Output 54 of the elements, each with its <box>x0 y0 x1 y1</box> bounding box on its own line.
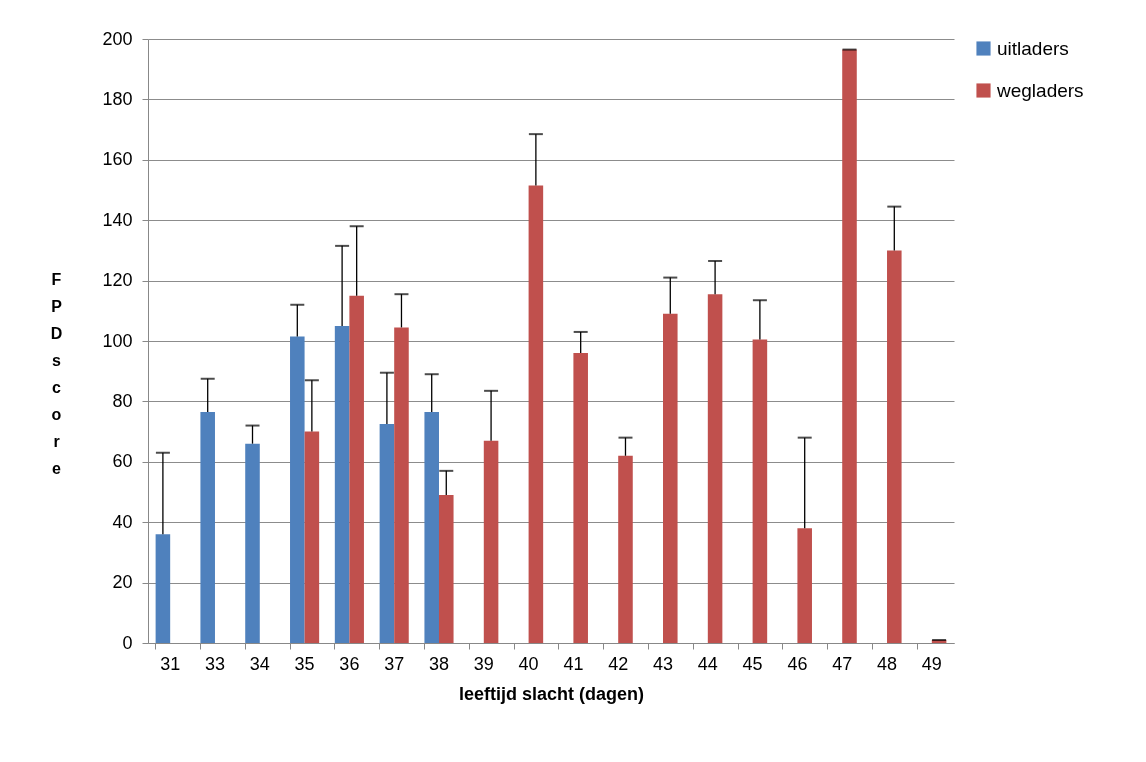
x-tick-label: 31 <box>160 653 181 674</box>
bar <box>304 431 320 643</box>
y-axis-title: FPD score <box>50 270 63 477</box>
bar <box>618 455 633 643</box>
x-tick-label: 34 <box>249 653 270 674</box>
y-tick-label: 120 <box>102 270 133 291</box>
bar <box>663 313 678 643</box>
bar <box>200 411 215 643</box>
y-tick-label: 20 <box>112 572 133 593</box>
legend-label: wegladers <box>996 79 1084 101</box>
bar <box>334 325 350 643</box>
x-tick-label: 36 <box>339 653 360 674</box>
x-tick-label: 45 <box>742 653 763 674</box>
bar <box>438 495 454 643</box>
x-tick-label: 46 <box>787 653 808 674</box>
y-tick-label: 40 <box>112 511 133 532</box>
x-tick-label: 48 <box>877 653 898 674</box>
x-tick-label: 40 <box>518 653 539 674</box>
bar <box>797 528 812 643</box>
y-tick-label: 60 <box>112 451 133 472</box>
y-tick-label: 160 <box>102 149 133 170</box>
x-axis-title: leeftijd slacht (dagen) <box>458 683 645 704</box>
x-tick-label: 47 <box>832 653 853 674</box>
x-tick-label: 38 <box>428 653 450 674</box>
y-tick-label: 140 <box>102 209 133 230</box>
bar <box>842 49 857 643</box>
x-tick-label: 41 <box>563 653 584 674</box>
bar <box>483 440 499 643</box>
y-tick-label: 0 <box>122 632 133 653</box>
bar <box>752 339 768 643</box>
x-tick-label: 39 <box>473 653 494 674</box>
bar <box>887 250 902 643</box>
bar <box>245 443 260 643</box>
x-tick-label: 49 <box>921 653 942 674</box>
bar <box>394 327 409 643</box>
x-tick-label: 37 <box>384 653 405 674</box>
bar <box>707 294 723 643</box>
x-tick-label: 35 <box>294 653 315 674</box>
x-tick-label: 43 <box>652 653 674 674</box>
x-tick-label: 33 <box>204 653 225 674</box>
bar <box>349 295 364 643</box>
y-tick-label: 80 <box>112 390 133 411</box>
x-tick-label: 42 <box>608 653 629 674</box>
y-tick-label: 200 <box>102 28 133 49</box>
x-tick-label: 44 <box>697 653 718 674</box>
bar <box>573 353 588 643</box>
bar <box>290 336 305 643</box>
y-tick-label: 100 <box>102 330 133 351</box>
bar <box>155 534 171 643</box>
bar <box>379 424 395 643</box>
bar <box>424 411 439 643</box>
bar <box>528 185 544 643</box>
y-tick-label: 180 <box>102 88 133 109</box>
legend-label: uitladers <box>997 37 1069 59</box>
